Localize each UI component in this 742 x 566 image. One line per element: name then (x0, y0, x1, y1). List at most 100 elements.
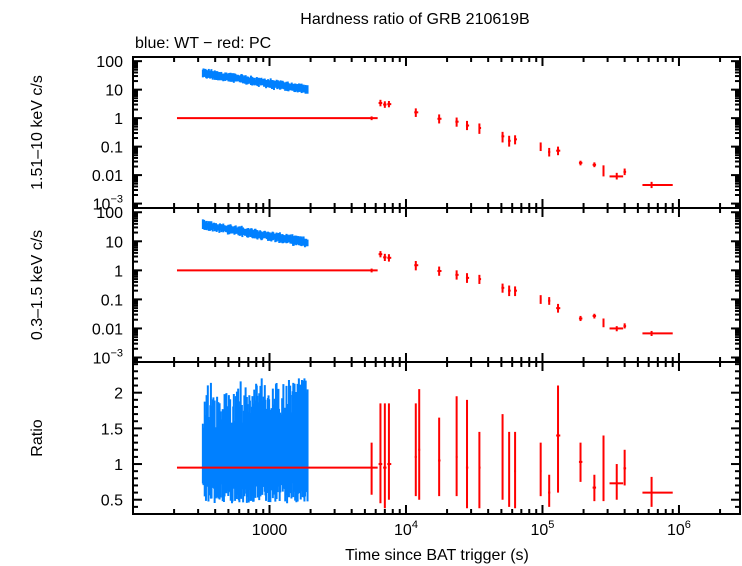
plot-panels: 100 10 1 0.1 0.01 10−3 1.51–10 keV c/s 100 10 1 0.… (29, 54, 741, 515)
series-pc (176, 385, 673, 509)
pc-data-point (508, 431, 511, 507)
y-axis-label-hard: 1.51–10 keV c/s (29, 75, 46, 190)
pc-data-point (592, 162, 597, 168)
y-tick-label: 1 (114, 457, 123, 474)
pc-data-point (578, 160, 583, 166)
y-tick-label: 100 (96, 205, 123, 222)
pc-data-point (176, 268, 378, 273)
panel-soft: 100 10 1 0.1 0.01 10−3 0.3–1.5 keV c/s (29, 205, 741, 367)
pc-data-point (548, 147, 551, 157)
chart-title: Hardness ratio of GRB 210619B (300, 11, 529, 28)
pc-data-point (437, 114, 442, 124)
pc-data-point (539, 295, 542, 304)
pc-data-point (383, 101, 387, 108)
y-tick-label: 1.5 (101, 421, 123, 438)
pc-data-point (602, 165, 605, 177)
pc-data-point (642, 181, 673, 189)
pc-data-point (514, 286, 517, 297)
pc-data-point (578, 442, 583, 482)
pc-data-point (387, 254, 392, 262)
pc-data-point (508, 285, 511, 297)
pc-data-point (623, 449, 627, 486)
y-tick-label: 0.01 (92, 321, 123, 338)
pc-data-point (414, 403, 417, 497)
pc-data-point (378, 251, 383, 258)
y-tick-label: 0.5 (101, 493, 123, 510)
pc-data-point (465, 273, 470, 283)
pc-data-point (465, 399, 469, 509)
panel-frame (132, 361, 741, 515)
pc-data-point (455, 270, 459, 280)
y-tick-label: 1 (114, 263, 123, 280)
y-axis-label-ratio: Ratio (29, 419, 46, 456)
pc-data-point (578, 315, 583, 322)
pc-data-point (478, 431, 481, 509)
pc-data-point (642, 330, 673, 336)
pc-data-point (176, 116, 378, 121)
series-wt (201, 219, 309, 248)
y-axis-label-soft: 0.3–1.5 keV c/s (29, 230, 46, 340)
x-axis-label: Time since BAT trigger (s) (345, 547, 529, 564)
pc-data-point (514, 431, 517, 509)
pc-data-point (414, 108, 419, 117)
y-tick-label: 100 (96, 54, 123, 71)
panel-ratio: 2 1.5 1 0.5 Ratio (29, 361, 741, 515)
y-tick-label: 10 (105, 234, 123, 251)
pc-data-point (556, 385, 561, 493)
pc-data-point (437, 266, 442, 276)
pc-data-point (414, 260, 419, 271)
x-tick-label: 105 (531, 519, 555, 539)
y-tick-label: 10−3 (93, 194, 123, 214)
x-tick-label: 1000 (252, 522, 288, 539)
pc-data-point (387, 403, 392, 500)
pc-data-point (501, 283, 505, 293)
chart-subtitle: blue: WT − red: PC (135, 35, 271, 52)
pc-data-point (508, 135, 511, 147)
pc-data-point (548, 297, 551, 305)
pc-data-point (501, 414, 504, 500)
pc-data-point (478, 123, 482, 134)
pc-data-point (609, 172, 624, 180)
pc-data-point (501, 131, 505, 143)
y-tick-label: 1 (114, 111, 123, 128)
y-tick-label: 10−3 (93, 347, 123, 367)
pc-data-point (438, 417, 441, 497)
pc-data-point (378, 99, 383, 107)
pc-data-point (539, 142, 542, 152)
pc-data-point (176, 442, 378, 495)
y-tick-label: 10 (105, 83, 123, 100)
y-tick-label: 0.01 (92, 168, 123, 185)
pc-data-point (548, 474, 551, 507)
pc-data-point (465, 120, 470, 131)
series-pc (176, 251, 673, 336)
panel-hard: 100 10 1 0.1 0.01 10−3 1.51–10 keV c/s (29, 54, 741, 214)
pc-data-point (383, 403, 387, 509)
y-tick-label: 2 (114, 386, 123, 403)
pc-data-point (609, 464, 624, 500)
pc-data-point (602, 435, 605, 502)
pc-data-point (623, 168, 627, 176)
series-wt (201, 378, 309, 504)
x-tick-label: 106 (667, 519, 691, 539)
pc-data-point (478, 274, 482, 284)
pc-data-point (378, 403, 383, 504)
pc-data-point (418, 389, 421, 500)
y-tick-label: 0.1 (101, 292, 123, 309)
pc-data-point (539, 442, 542, 497)
pc-data-point (383, 253, 387, 261)
pc-data-point (387, 100, 392, 108)
pc-data-point (642, 476, 673, 507)
series-pc (176, 99, 673, 189)
series-wt (201, 68, 309, 94)
x-tick-label: 104 (394, 519, 418, 539)
pc-data-point (602, 318, 605, 328)
pc-data-point (592, 313, 597, 319)
pc-data-point (609, 326, 624, 332)
pc-data-point (556, 146, 561, 156)
pc-data-point (592, 474, 597, 502)
pc-data-point (556, 303, 561, 313)
pc-data-point (455, 396, 458, 497)
x-axis: 1000 104 105 106 (252, 519, 691, 539)
pc-data-point (455, 117, 459, 127)
